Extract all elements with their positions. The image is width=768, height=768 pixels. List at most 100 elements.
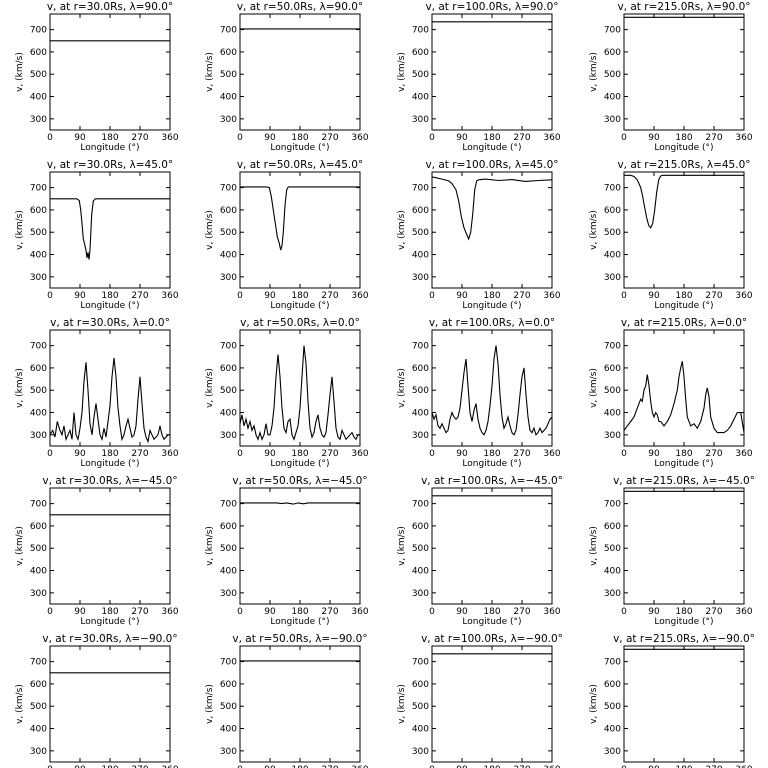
chart-panel: v, at r=100.0Rs, λ=−45.0° 0 90 180 270 360 300… bbox=[397, 475, 563, 627]
chart-panel: v, at r=100.0Rs, λ=45.0° 0 90 180 270 360 300 4… bbox=[397, 159, 561, 311]
chart-panel: v, at r=215.0Rs, λ=45.0° 0 90 180 270 360 300 4… bbox=[589, 159, 753, 311]
x-tick-label: 90 bbox=[264, 607, 276, 617]
y-tick-label: 500 bbox=[30, 70, 47, 80]
plot-frame bbox=[623, 329, 745, 447]
y-tick-label: 300 bbox=[604, 747, 621, 757]
x-tick-label: 180 bbox=[101, 133, 118, 143]
y-tick-label: 500 bbox=[412, 702, 429, 712]
y-tick-label: 400 bbox=[30, 251, 47, 261]
x-axis-label: Longitude (°) bbox=[270, 301, 329, 311]
x-tick-label: 360 bbox=[161, 449, 178, 459]
y-tick-label: 700 bbox=[220, 658, 237, 668]
plot-frame bbox=[623, 13, 745, 131]
panel-title: v, at r=50.0Rs, λ=45.0° bbox=[237, 159, 363, 171]
y-tick-label: 300 bbox=[220, 589, 237, 599]
y-tick-label: 500 bbox=[604, 386, 621, 396]
y-tick-label: 700 bbox=[604, 658, 621, 668]
y-tick-label: 700 bbox=[412, 500, 429, 510]
x-tick-label: 180 bbox=[291, 291, 308, 301]
x-tick-label: 180 bbox=[675, 449, 692, 459]
plot-frame bbox=[239, 171, 361, 289]
x-tick-label: 360 bbox=[161, 765, 178, 768]
x-tick-label: 0 bbox=[237, 133, 243, 143]
chart-panel: v, at r=50.0Rs, λ=90.0° 0 90 180 270 360 300 40… bbox=[205, 1, 369, 153]
x-axis-label: Longitude (°) bbox=[80, 617, 139, 627]
y-tick-label: 500 bbox=[412, 544, 429, 554]
panel-title: v, at r=100.0Rs, λ=−90.0° bbox=[421, 633, 563, 645]
x-tick-label: 360 bbox=[161, 607, 178, 617]
x-tick-label: 270 bbox=[705, 291, 722, 301]
x-tick-label: 180 bbox=[101, 607, 118, 617]
y-tick-label: 600 bbox=[30, 364, 47, 374]
plot-frame bbox=[623, 171, 745, 289]
x-tick-label: 0 bbox=[621, 765, 627, 768]
panel-title: v, at r=50.0Rs, λ=−90.0° bbox=[232, 633, 367, 645]
x-tick-label: 90 bbox=[74, 133, 86, 143]
x-tick-label: 270 bbox=[513, 607, 530, 617]
x-tick-label: 0 bbox=[237, 765, 243, 768]
x-tick-label: 360 bbox=[351, 449, 368, 459]
y-tick-label: 600 bbox=[412, 680, 429, 690]
y-tick-label: 300 bbox=[30, 589, 47, 599]
x-tick-label: 270 bbox=[321, 449, 338, 459]
x-tick-label: 360 bbox=[735, 765, 752, 768]
x-tick-label: 90 bbox=[74, 607, 86, 617]
velocity-curve bbox=[50, 198, 170, 260]
x-tick-label: 180 bbox=[675, 133, 692, 143]
x-tick-label: 0 bbox=[429, 291, 435, 301]
y-tick-label: 700 bbox=[30, 184, 47, 194]
y-tick-label: 400 bbox=[604, 409, 621, 419]
y-tick-label: 700 bbox=[30, 500, 47, 510]
y-tick-label: 600 bbox=[604, 364, 621, 374]
x-tick-label: 270 bbox=[513, 765, 530, 768]
x-tick-label: 90 bbox=[456, 291, 468, 301]
x-tick-label: 90 bbox=[648, 607, 660, 617]
x-axis-label: Longitude (°) bbox=[80, 301, 139, 311]
velocity-curve bbox=[431, 176, 553, 241]
y-tick-label: 600 bbox=[412, 522, 429, 532]
chart-panel: v, at r=30.0Rs, λ=90.0° 0 90 180 270 360 300 40… bbox=[15, 1, 179, 153]
y-tick-label: 500 bbox=[604, 544, 621, 554]
y-tick-label: 300 bbox=[412, 431, 429, 441]
y-tick-label: 400 bbox=[220, 725, 237, 735]
y-tick-label: 600 bbox=[412, 48, 429, 58]
y-tick-label: 700 bbox=[220, 342, 237, 352]
x-axis-label: Longitude (°) bbox=[462, 617, 521, 627]
x-tick-label: 90 bbox=[74, 765, 86, 768]
x-axis-label: Longitude (°) bbox=[462, 301, 521, 311]
velocity-curve bbox=[623, 361, 745, 434]
x-tick-label: 90 bbox=[74, 291, 86, 301]
x-tick-label: 180 bbox=[483, 449, 500, 459]
x-tick-label: 90 bbox=[648, 133, 660, 143]
y-tick-label: 400 bbox=[604, 725, 621, 735]
chart-panel: v, at r=215.0Rs, λ=−90.0° 0 90 180 270 360 300… bbox=[589, 633, 755, 768]
panel-title: v, at r=50.0Rs, λ=90.0° bbox=[237, 1, 363, 13]
x-tick-label: 0 bbox=[429, 133, 435, 143]
y-tick-label: 500 bbox=[412, 70, 429, 80]
y-tick-label: 700 bbox=[220, 184, 237, 194]
panel-title: v, at r=215.0Rs, λ=0.0° bbox=[621, 317, 747, 329]
panel-title: v, at r=30.0Rs, λ=90.0° bbox=[47, 1, 173, 13]
x-tick-label: 360 bbox=[735, 133, 752, 143]
y-tick-label: 700 bbox=[604, 342, 621, 352]
x-tick-label: 90 bbox=[264, 291, 276, 301]
y-tick-label: 600 bbox=[30, 48, 47, 58]
y-tick-label: 700 bbox=[30, 26, 47, 36]
panel-title: v, at r=215.0Rs, λ=−45.0° bbox=[613, 475, 755, 487]
chart-panel: v, at r=50.0Rs, λ=−90.0° 0 90 180 270 360 300 4… bbox=[205, 633, 369, 768]
y-tick-label: 300 bbox=[412, 115, 429, 125]
x-axis-label: Longitude (°) bbox=[654, 301, 713, 311]
plot-frame bbox=[49, 13, 171, 131]
chart-panel: v, at r=30.0Rs, λ=−90.0° 0 90 180 270 360 300 4… bbox=[15, 633, 179, 768]
y-tick-label: 500 bbox=[604, 228, 621, 238]
x-tick-label: 0 bbox=[237, 607, 243, 617]
y-tick-label: 400 bbox=[412, 725, 429, 735]
y-tick-label: 300 bbox=[220, 431, 237, 441]
y-tick-label: 400 bbox=[220, 93, 237, 103]
y-tick-label: 400 bbox=[220, 567, 237, 577]
panel-title: v, at r=100.0Rs, λ=45.0° bbox=[425, 159, 558, 171]
y-tick-label: 500 bbox=[30, 228, 47, 238]
y-axis-label: v, (km/s) bbox=[589, 684, 599, 724]
y-axis-label: v, (km/s) bbox=[589, 52, 599, 92]
chart-panel: v, at r=30.0Rs, λ=45.0° 0 90 180 270 360 300 40… bbox=[15, 159, 179, 311]
